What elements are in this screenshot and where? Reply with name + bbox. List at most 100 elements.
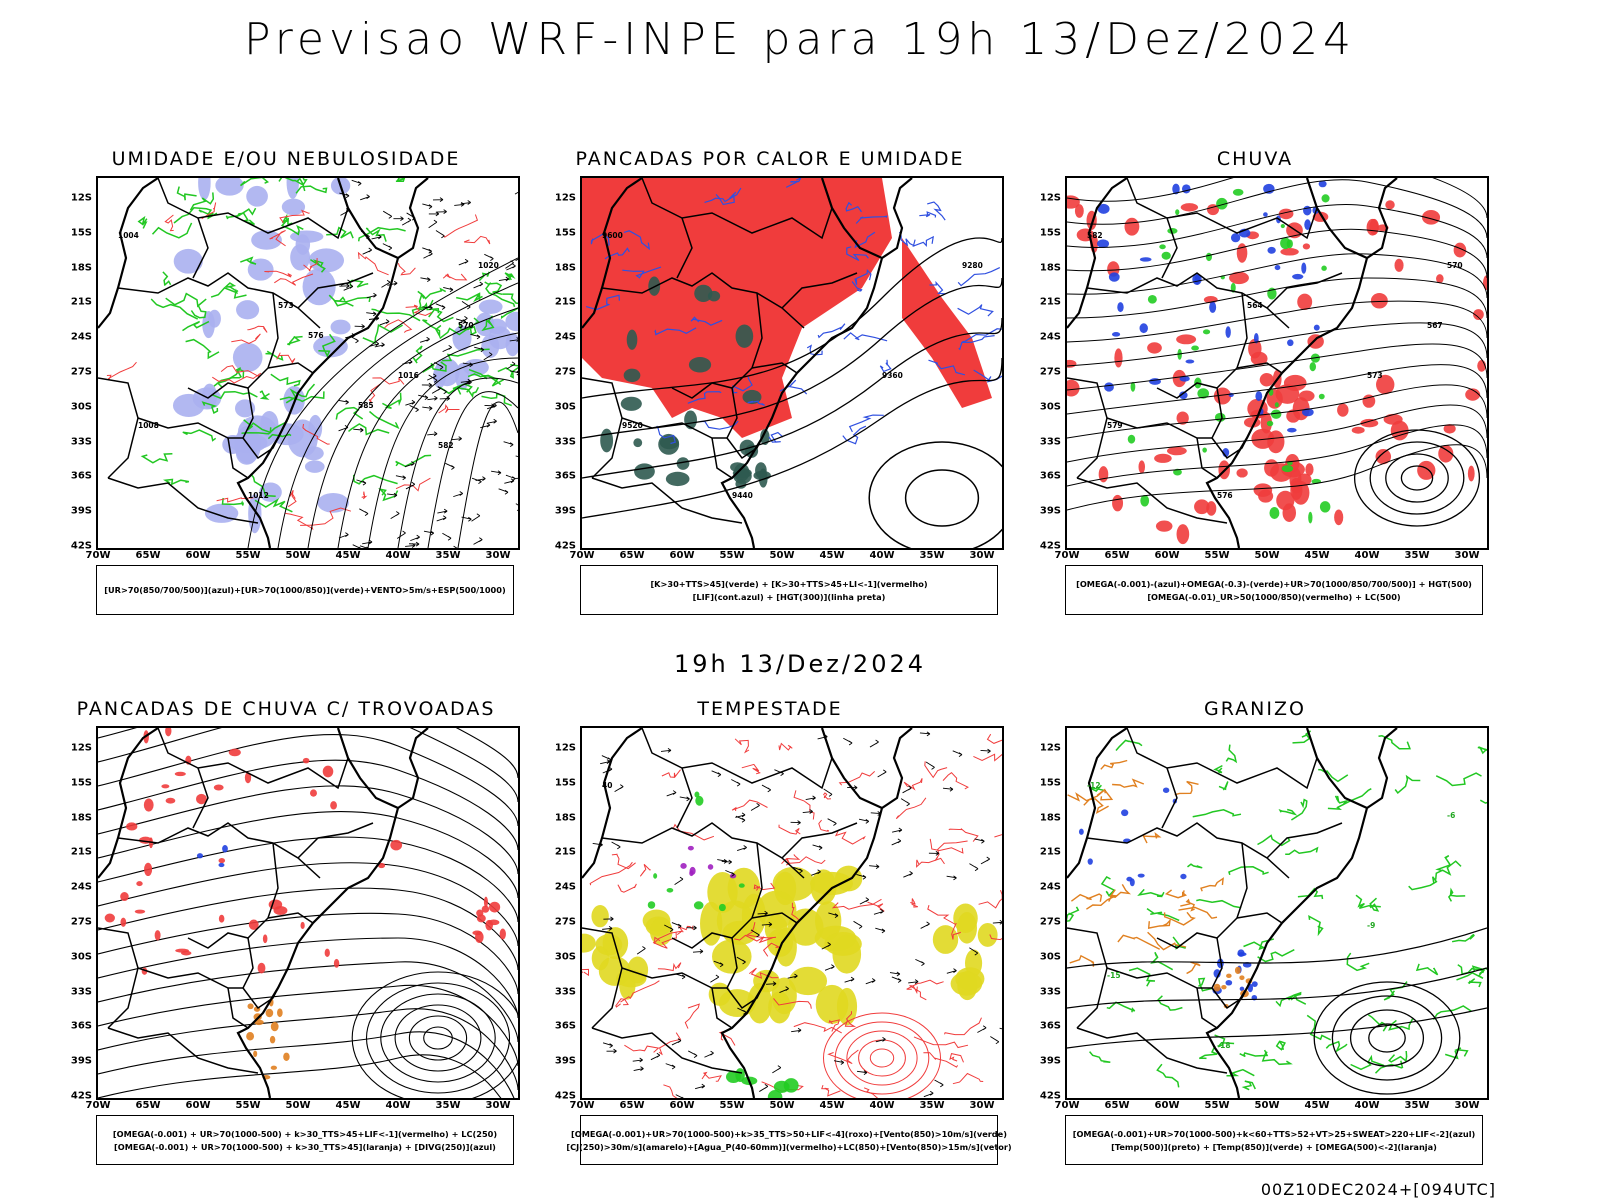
instability-green-area <box>688 357 712 373</box>
omega-orange-contour <box>1117 934 1161 950</box>
map-layers: 9600 9520 9440 9360 9280 <box>582 178 1002 548</box>
humidity-green-contour <box>279 391 325 403</box>
thunderstorm-red-area <box>483 896 488 908</box>
jet-yellow-area <box>707 871 738 913</box>
state-border <box>1236 362 1283 374</box>
rain-red-area <box>1360 418 1379 428</box>
temp850-contour <box>1435 855 1451 872</box>
rain-green-area <box>1280 223 1285 229</box>
geopotential-streamline <box>1385 453 1449 503</box>
legend-line: [OMEGA(-0.001)+UR>70(1000-500)+k<60+TTS>… <box>1072 1128 1476 1139</box>
storm-purple-area <box>687 845 694 851</box>
jet-yellow-area <box>718 989 756 1017</box>
humidity-green-contour <box>150 298 199 320</box>
rain-red-area <box>1283 374 1307 392</box>
temp850-contour <box>1239 1049 1269 1058</box>
lat-tick-label: 36S <box>554 1020 576 1032</box>
temp850-contour <box>1213 764 1223 774</box>
legend-line: [K>30+TTS>45](verde) + [K>30+TTS>45+LI<-… <box>650 578 928 589</box>
lon-tick-label: 45W <box>1304 550 1330 561</box>
lon-tick-label: 35W <box>435 550 461 561</box>
water-contour <box>994 834 1002 838</box>
wind-vector <box>387 280 398 286</box>
state-border <box>192 217 209 279</box>
wind-vector <box>875 927 886 934</box>
wind-vector <box>908 979 919 985</box>
rain-red-area <box>1417 460 1436 480</box>
temp850-contour <box>1257 834 1291 847</box>
water-contour <box>652 931 677 949</box>
lon-tick-label: 65W <box>619 550 645 561</box>
water-contour <box>989 934 1002 941</box>
state-border <box>297 272 374 309</box>
divergence-blue-area <box>218 862 225 868</box>
rain-red-area <box>1264 459 1279 477</box>
hail-blue-area <box>1121 809 1129 817</box>
wind-vector <box>812 844 823 851</box>
lon-tick-label: 40W <box>1354 550 1380 561</box>
state-border <box>1211 387 1258 460</box>
lat-tick-label: 27S <box>554 916 576 928</box>
temp850-contour <box>1290 798 1308 821</box>
wind-vector <box>772 1065 782 1074</box>
state-border <box>676 767 693 829</box>
thickness-red-contour <box>303 257 318 272</box>
rain-red-area <box>1443 424 1456 434</box>
state-border <box>1161 217 1178 279</box>
state-border <box>137 967 243 989</box>
temp850-contour <box>1306 1014 1332 1041</box>
humidity-green-contour <box>335 406 364 420</box>
wind-vector <box>491 470 502 476</box>
temp850-contour <box>1137 888 1165 898</box>
water-contour <box>923 1052 959 1068</box>
wind-vector <box>759 1084 769 1092</box>
rain-red-area <box>1194 499 1210 515</box>
instability-green-area <box>634 463 655 480</box>
state-border <box>297 822 374 859</box>
humidity-blue-area <box>198 178 211 201</box>
wind-vector <box>509 370 518 376</box>
panel-granizo: GRANIZO -12 -15 -18 -9 -6 12S 15S 18S 21S 24S 27S 30… <box>1015 698 1495 1178</box>
rain-green-area <box>1270 409 1282 419</box>
lifted-index-contour <box>929 280 946 295</box>
wind-vector <box>410 534 420 542</box>
temp850-contour <box>1187 863 1203 869</box>
humidity-green-contour <box>278 178 306 192</box>
lon-tick-label: 70W <box>569 1100 595 1111</box>
longitude-axis: 70W 65W 60W 55W 50W 45W 40W 35W 30W <box>570 1100 1004 1114</box>
wind-vector <box>946 968 957 974</box>
wind-vector <box>891 976 902 983</box>
height-contour <box>868 441 1002 548</box>
state-border <box>117 822 321 879</box>
humidity-green-contour <box>502 293 518 305</box>
rain-red-area <box>1422 210 1441 225</box>
water-contour <box>734 934 773 944</box>
lon-tick-label: 45W <box>1304 1100 1330 1111</box>
omega-orange-contour <box>1180 898 1196 912</box>
lat-tick-label: 39S <box>1039 1055 1061 1067</box>
wind-vector <box>374 342 385 348</box>
wind-vector <box>602 925 613 931</box>
thickness-red-contour <box>361 491 368 500</box>
contour-label: 570 <box>1447 261 1463 270</box>
rain-green-area <box>1281 465 1294 473</box>
lat-tick-label: 39S <box>70 1055 92 1067</box>
wind-vector <box>338 424 349 432</box>
wind-vector <box>791 1027 802 1033</box>
humidity-blue-area <box>302 268 336 306</box>
map-frame: 9600 9520 9440 9360 9280 <box>580 176 1004 550</box>
state-border <box>751 362 798 374</box>
lon-tick-label: 40W <box>1354 1100 1380 1111</box>
wind-vector <box>952 750 963 758</box>
humidity-blue-area <box>246 185 268 207</box>
thickness-red-contour <box>247 325 268 333</box>
lon-tick-label: 70W <box>1054 1100 1080 1111</box>
wind-vector <box>371 234 382 240</box>
geopotential-streamline <box>1067 322 1487 367</box>
map-layers: -12 -15 -18 -9 -6 <box>1067 728 1487 1098</box>
jet-yellow-area <box>591 905 609 928</box>
rain-green-area <box>1319 501 1331 513</box>
lat-tick-label: 42S <box>70 540 92 552</box>
lat-tick-label: 42S <box>70 1090 92 1102</box>
temp850-contour <box>1198 1045 1218 1060</box>
